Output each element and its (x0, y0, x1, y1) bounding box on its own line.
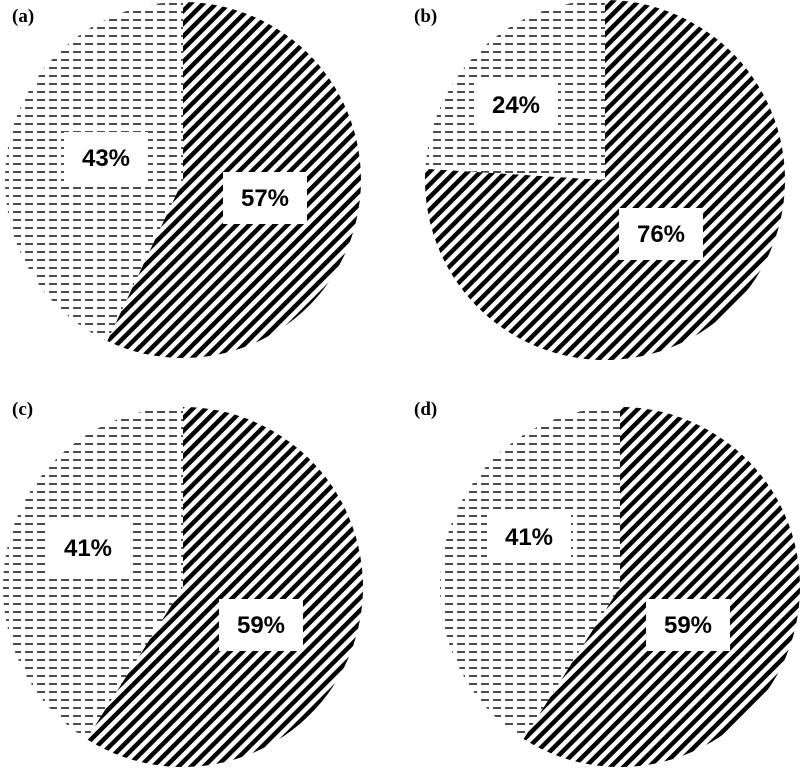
pie-slice-b-1 (424, 0, 785, 360)
slice-label-box-c-1 (219, 599, 303, 651)
slice-label-box-a-2 (64, 132, 148, 184)
pie-slice-d-2 (439, 407, 620, 739)
slice-label-box-b-1 (619, 208, 703, 260)
slice-label-c-1: 59% (237, 612, 285, 639)
pie-slice-c-1 (86, 407, 363, 767)
pie-panel-b: (b) 76% 24% (414, 0, 785, 360)
pie-slice-d-1 (523, 407, 800, 767)
panel-label-c: (c) (12, 399, 33, 420)
slice-label-b-1: 76% (637, 221, 685, 248)
panel-label-b: (b) (414, 6, 437, 27)
pie-panel-c: (c) 59% 41% (2, 399, 363, 767)
slice-label-box-d-2 (487, 511, 571, 563)
slice-label-d-2: 41% (505, 524, 553, 551)
slice-label-b-2: 24% (492, 92, 540, 119)
slice-label-a-1: 57% (241, 185, 289, 212)
slice-label-d-1: 59% (664, 612, 712, 639)
pie-panel-a: (a) 57% 43% (4, 2, 361, 358)
panel-label-a: (a) (12, 6, 34, 27)
slice-label-box-d-1 (646, 599, 730, 651)
panel-label-d: (d) (414, 399, 437, 420)
slice-label-a-2: 43% (82, 145, 130, 172)
slice-label-c-2: 41% (64, 535, 112, 562)
slice-label-box-c-2 (46, 522, 130, 574)
pie-panel-d: (d) 59% 41% (414, 399, 800, 767)
slice-label-box-b-2 (474, 79, 558, 131)
slice-label-box-a-1 (223, 172, 307, 224)
